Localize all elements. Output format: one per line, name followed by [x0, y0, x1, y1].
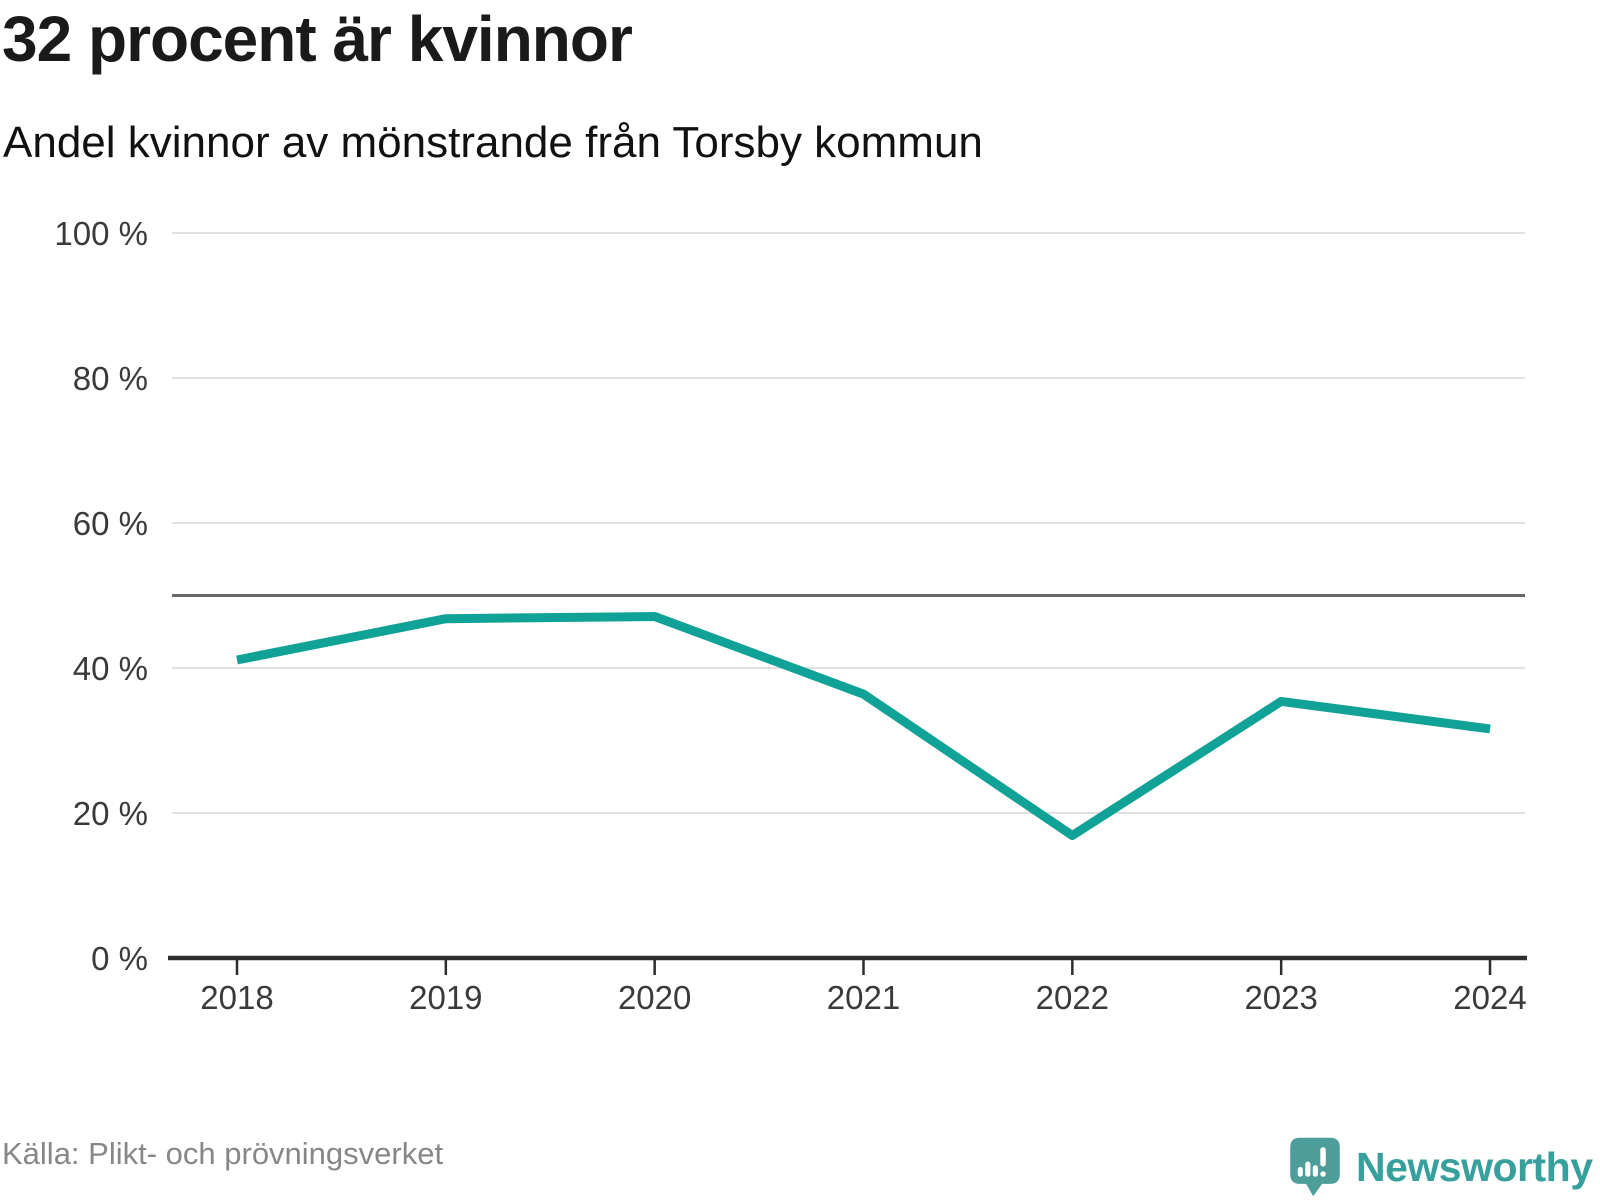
y-axis-tick-label: 80 %	[73, 360, 148, 397]
x-axis-tick-label: 2022	[1036, 979, 1109, 1016]
x-axis-tick-label: 2021	[827, 979, 900, 1016]
x-axis-labels: 2018 2019 2020 2021 2022 2023 2024	[200, 979, 1526, 1016]
chart-subtitle: Andel kvinnor av mönstrande från Torsby …	[3, 118, 983, 167]
x-axis-tick-label: 2024	[1453, 979, 1526, 1016]
chart-title: 32 procent är kvinnor	[2, 3, 633, 75]
data-line	[236, 612, 1491, 840]
y-axis-tick-label: 100 %	[54, 215, 148, 252]
y-gridlines	[172, 232, 1525, 814]
x-axis-tick-label: 2023	[1244, 979, 1317, 1016]
newsworthy-logo: Newsworthy	[1288, 1136, 1593, 1198]
x-axis-group	[168, 955, 1527, 975]
y-axis-tick-label: 0 %	[91, 940, 148, 977]
y-axis-tick-label: 40 %	[73, 650, 148, 687]
x-axis-tick-label: 2020	[618, 979, 691, 1016]
x-axis-tick-label: 2019	[409, 979, 482, 1016]
newsworthy-icon	[1288, 1136, 1342, 1198]
data-series-group	[236, 612, 1491, 840]
newsworthy-wordmark: Newsworthy	[1356, 1144, 1593, 1190]
x-axis-tick-label: 2018	[200, 979, 273, 1016]
y-axis-tick-label: 60 %	[73, 505, 148, 542]
source-note: Källa: Plikt- och prövningsverket	[2, 1136, 444, 1171]
y-axis-tick-label: 20 %	[73, 795, 148, 832]
y-axis-labels: 0 % 20 % 40 % 60 % 80 % 100 %	[54, 215, 148, 977]
